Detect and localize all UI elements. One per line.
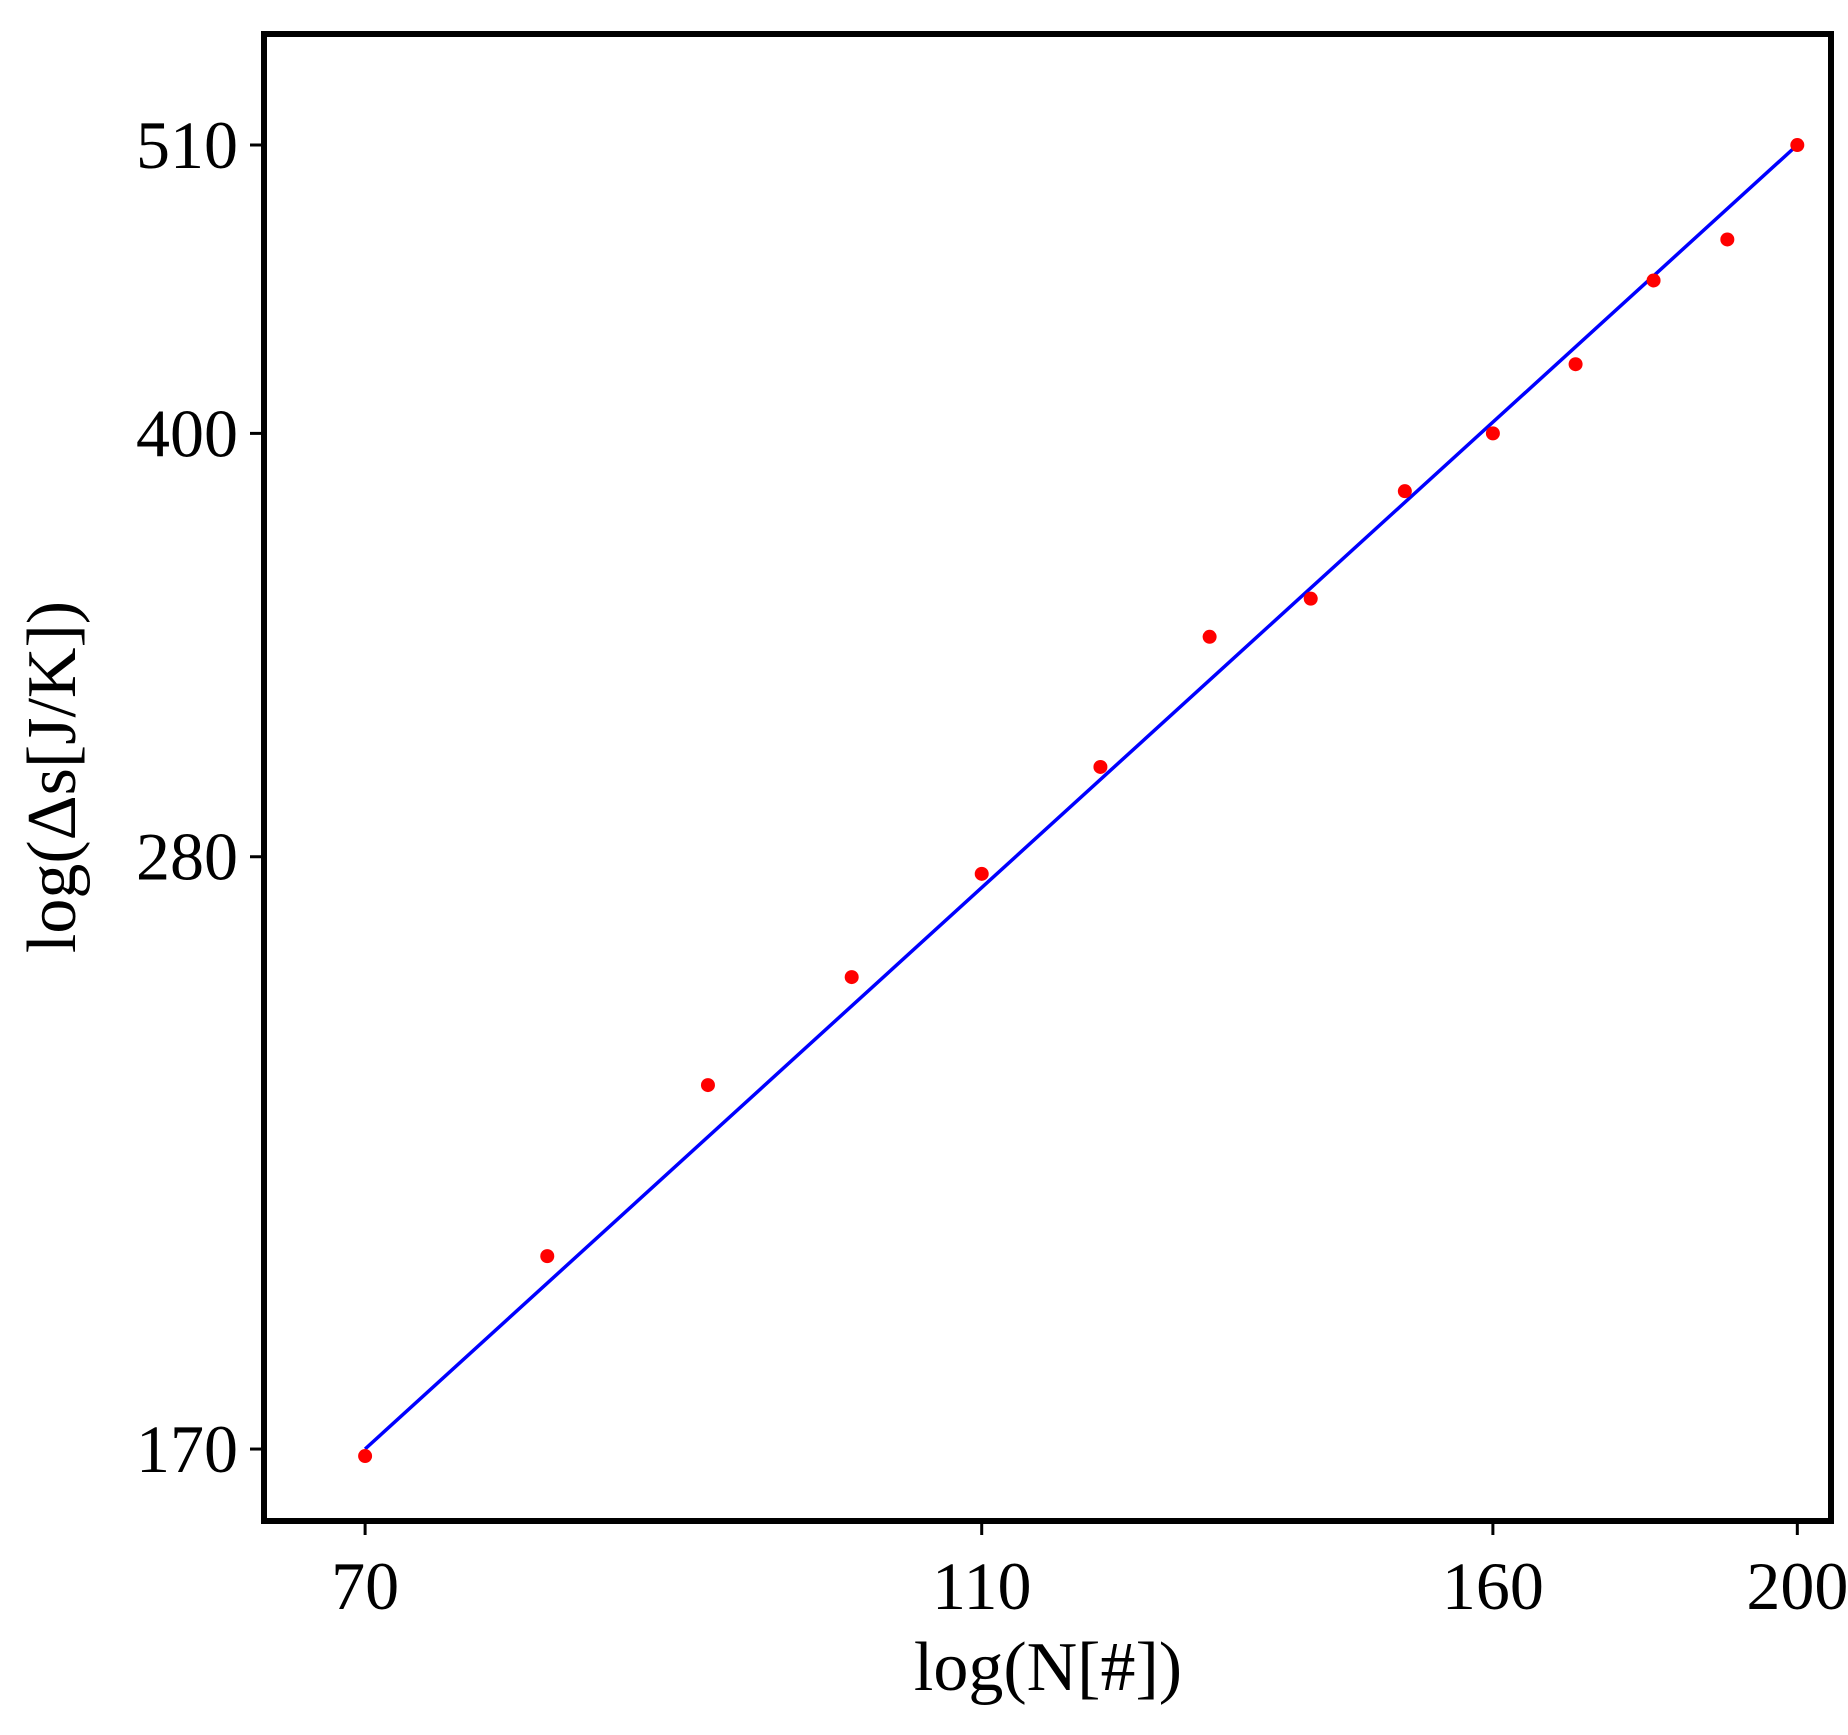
data-point xyxy=(1790,138,1805,153)
y-axis-ticks: 170 280 400 510 xyxy=(136,107,264,1487)
data-point xyxy=(1202,629,1217,644)
y-tick-label: 280 xyxy=(136,819,238,895)
x-tick-label: 160 xyxy=(1442,1548,1544,1624)
data-point xyxy=(1568,357,1583,372)
data-point xyxy=(1093,759,1108,774)
y-axis-label: log(Δs[J/K]) xyxy=(14,601,91,953)
data-point xyxy=(844,970,859,985)
data-point xyxy=(1397,484,1412,499)
x-axis-ticks: 70 110 160 200 xyxy=(331,1521,1848,1624)
x-tick-label: 200 xyxy=(1746,1548,1848,1624)
data-point xyxy=(1485,426,1500,441)
data-point xyxy=(540,1249,555,1264)
plot-frame xyxy=(261,31,1834,1524)
fit-line xyxy=(363,143,1799,1451)
data-points-layer xyxy=(358,138,1805,1464)
data-point xyxy=(700,1078,715,1093)
x-axis-label: log(N[#]) xyxy=(914,1629,1182,1706)
y-tick-label: 170 xyxy=(136,1411,238,1487)
x-tick-label: 70 xyxy=(331,1548,399,1624)
data-point xyxy=(1720,232,1735,247)
data-point xyxy=(358,1449,373,1464)
data-point xyxy=(1646,273,1661,288)
y-tick-label: 400 xyxy=(136,395,238,471)
y-tick-label: 510 xyxy=(136,107,238,183)
data-point xyxy=(1303,591,1318,606)
fit-line-layer xyxy=(363,143,1799,1451)
data-point xyxy=(974,866,989,881)
x-tick-label: 110 xyxy=(932,1548,1031,1624)
